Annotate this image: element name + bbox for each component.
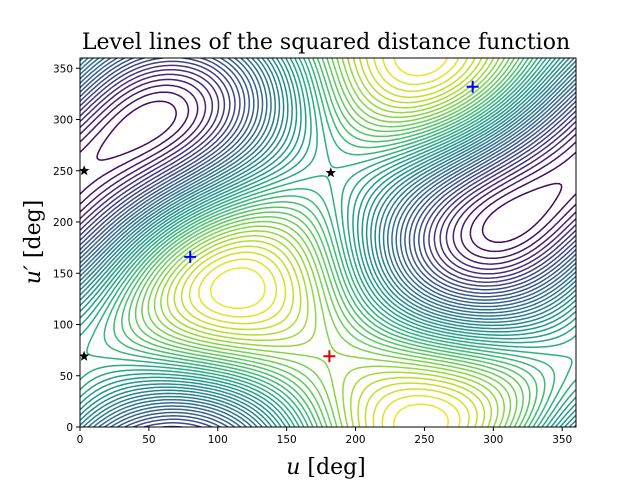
contour-level-line [80, 58, 576, 427]
contour-level-line [80, 58, 576, 427]
contour-level-line [80, 58, 576, 427]
contour-level-line [121, 58, 538, 427]
x-tick-label: 50 [142, 434, 155, 446]
contour-level-line [80, 91, 576, 253]
y-tick-label: 150 [53, 268, 73, 280]
x-axis-label: u [deg] [286, 455, 366, 480]
y-tick-label: 0 [66, 422, 73, 434]
blue-plus-marker [184, 250, 197, 263]
contour-level-line [80, 73, 576, 270]
chart-title: Level lines of the squared distance func… [82, 30, 570, 55]
contour-level-line [80, 58, 576, 427]
y-tick-label: 100 [53, 320, 73, 332]
contour-level-line [180, 58, 478, 427]
contour-level-line [198, 58, 461, 427]
contour-level-line [103, 58, 556, 427]
contour-level-line [80, 64, 576, 279]
y-tick-label: 300 [53, 115, 73, 127]
contour-level-line [188, 58, 470, 427]
x-tick-label: 0 [77, 434, 84, 446]
point-markers [80, 80, 479, 363]
x-tick-label: 200 [346, 434, 366, 446]
contour-level-line [141, 58, 518, 427]
contour-level-line [80, 58, 576, 427]
contour-level-line [80, 58, 576, 427]
y-axis-ticks: 0 50 100 150 200 250 300 350 [53, 63, 80, 434]
x-tick-label: 300 [483, 434, 503, 446]
x-tick-label: 350 [552, 434, 572, 446]
contour-level-line [166, 58, 493, 427]
contour-level-line [80, 58, 576, 427]
y-axis-label: u′ [deg] [21, 200, 46, 285]
star-marker [325, 167, 336, 178]
contour-level-line [160, 58, 499, 427]
contour-level-line [173, 58, 486, 427]
y-tick-label: 250 [53, 166, 73, 178]
plot-frame [79, 57, 577, 428]
contour-level-line [209, 58, 449, 427]
contour-level-line [86, 58, 573, 427]
contour-level-line [80, 68, 576, 275]
x-tick-label: 150 [277, 434, 297, 446]
x-tick-label: 100 [208, 434, 228, 446]
contour-level-line [80, 84, 576, 260]
star-marker [80, 165, 90, 176]
contour-level-line [80, 58, 576, 427]
contour-level-line [134, 58, 524, 427]
y-tick-label: 350 [53, 63, 73, 75]
contour-level-line [128, 58, 531, 427]
y-tick-label: 200 [53, 217, 73, 229]
contour-level-line [80, 58, 576, 427]
red-plus-marker [323, 350, 336, 363]
contour-level-line [147, 58, 512, 427]
x-tick-label: 250 [414, 434, 434, 446]
contour-level-line [96, 100, 563, 244]
y-tick-label: 50 [60, 371, 73, 383]
contour-level-line [80, 78, 576, 265]
star-marker [80, 350, 90, 361]
blue-plus-marker [466, 80, 479, 93]
contour-level-line [153, 58, 505, 427]
x-axis-ticks: 0 50 100 150 200 250 300 350 [77, 427, 572, 446]
contour-lines [80, 58, 576, 427]
contour-level-line [80, 60, 576, 283]
contour-level-line [113, 58, 546, 427]
